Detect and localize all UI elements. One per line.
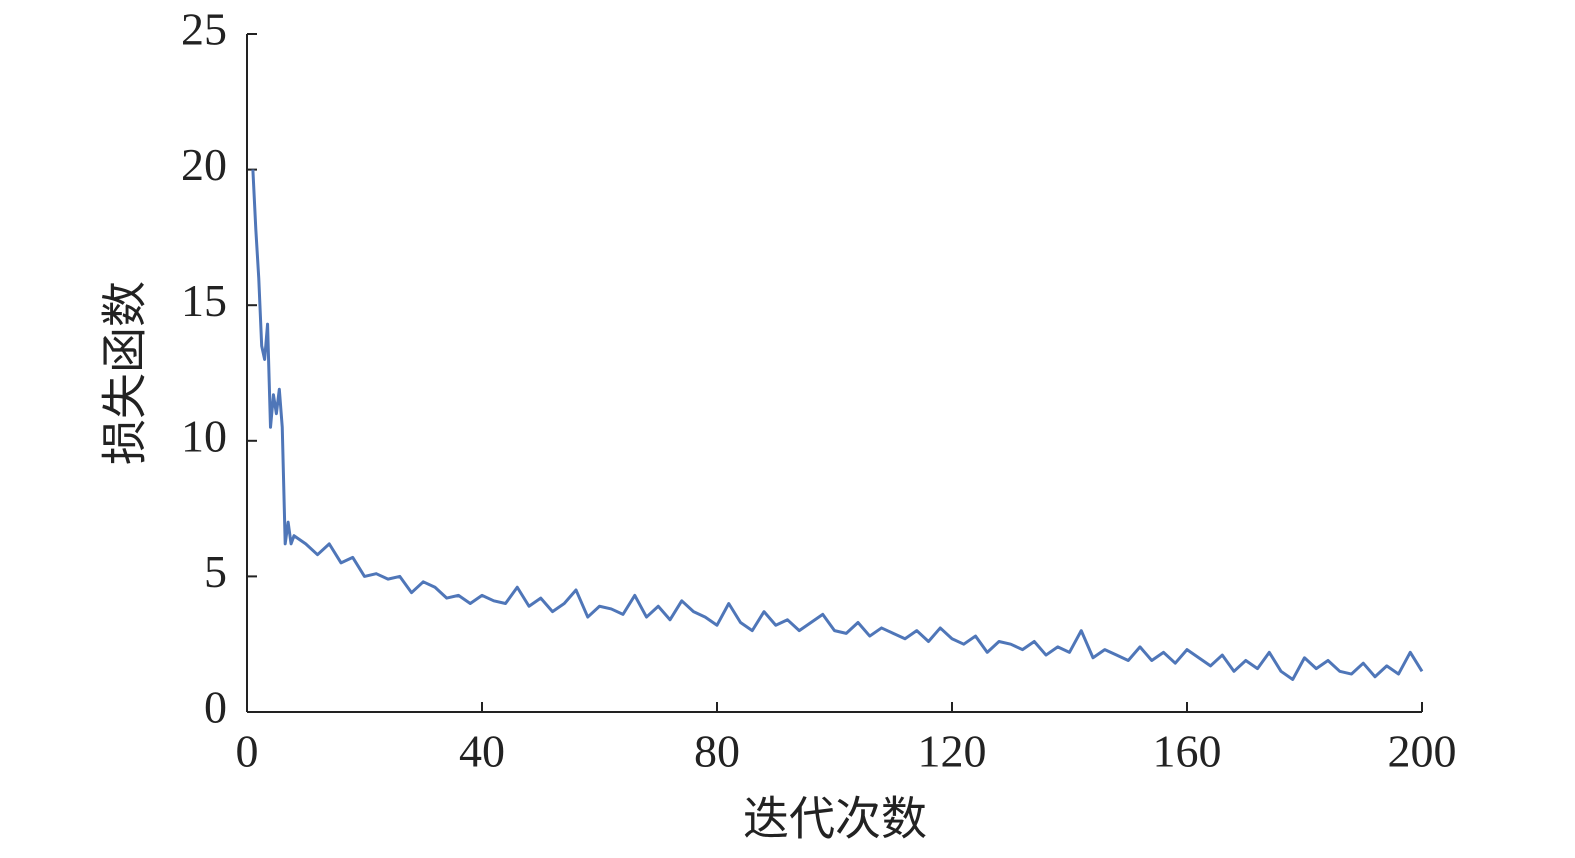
y-tick-label: 25 [181, 4, 227, 55]
y-tick-label: 0 [204, 682, 227, 733]
x-tick-label: 200 [1388, 726, 1457, 777]
x-tick-label: 0 [236, 726, 259, 777]
x-tick-label: 120 [918, 726, 987, 777]
x-axis-label: 迭代次数 [743, 794, 927, 845]
x-tick-label: 80 [694, 726, 740, 777]
x-tick-label: 40 [459, 726, 505, 777]
line [251, 169, 1424, 681]
y-tick-label: 10 [181, 410, 227, 461]
x-tick-label: 160 [1153, 726, 1222, 777]
y-tick-label: 5 [204, 546, 227, 597]
y-axis-label: 损失函数 [100, 281, 151, 465]
y-tick-label: 20 [181, 139, 227, 190]
y-tick-label: 15 [181, 275, 227, 326]
